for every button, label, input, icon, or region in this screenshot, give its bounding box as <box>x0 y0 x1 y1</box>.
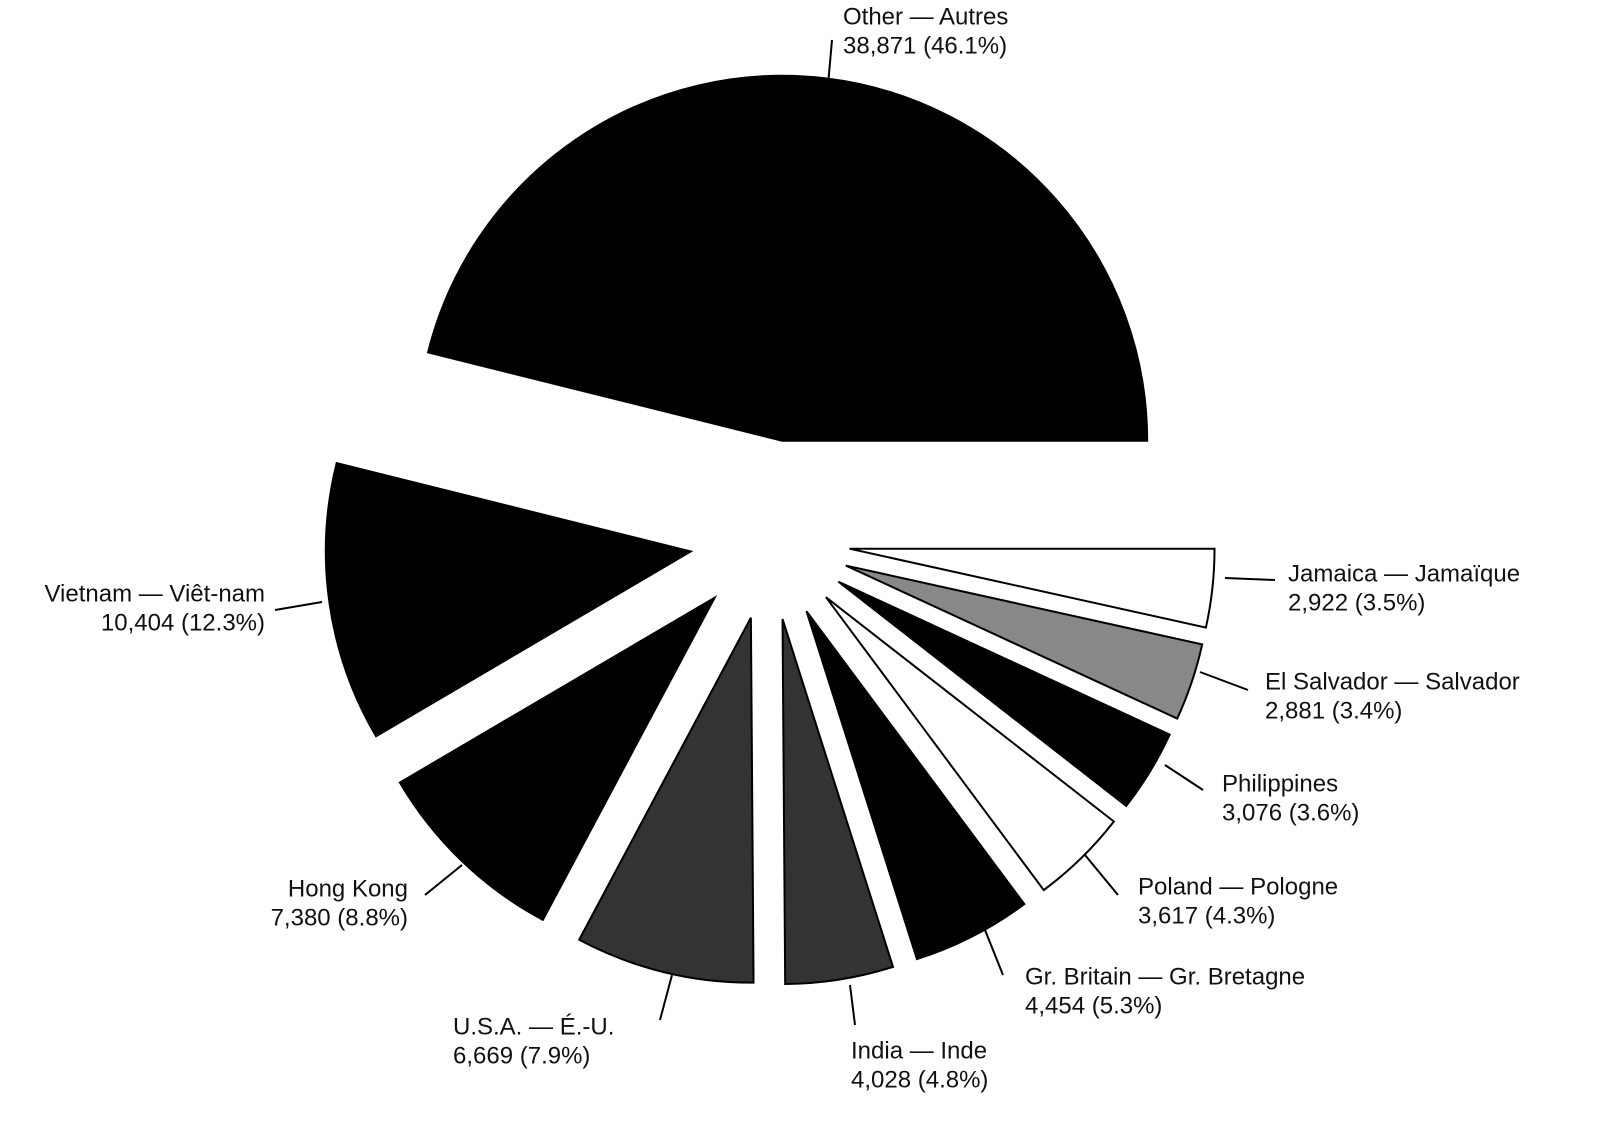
slice-label: U.S.A. — É.-U. <box>453 1013 614 1040</box>
leader-line <box>1224 577 1276 581</box>
pie-slice <box>398 595 718 922</box>
value-label: 7,380 (8.8%) <box>271 904 408 931</box>
value-label: 38,871 (46.1%) <box>843 32 1007 59</box>
slice-label: Vietnam — Viêt-nam <box>44 580 265 607</box>
slice-label: Hong Kong <box>288 875 408 902</box>
leader-line <box>1199 671 1249 691</box>
value-label: 4,454 (5.3%) <box>1025 992 1162 1019</box>
slice-label: Jamaica — Jamaïque <box>1288 560 1520 587</box>
pie-slice <box>324 461 694 738</box>
pie-slice <box>837 580 1172 808</box>
leader-line <box>827 39 833 86</box>
slice-label: Gr. Britain — Gr. Bretagne <box>1025 963 1305 990</box>
pie-slice <box>849 547 1216 629</box>
pie-slice <box>426 74 1149 442</box>
value-label: 6,669 (7.9%) <box>453 1042 590 1069</box>
slice-label: India — Inde <box>851 1037 987 1064</box>
pie-slice <box>825 596 1116 892</box>
value-label: 2,922 (3.5%) <box>1288 589 1425 616</box>
leader-line <box>659 974 673 1021</box>
slice-label: Philippines <box>1222 770 1338 797</box>
pie-slice <box>845 564 1204 720</box>
pie-slice <box>805 610 1026 961</box>
pie-slice <box>781 618 895 986</box>
value-label: 4,028 (4.8%) <box>851 1066 988 1093</box>
value-label: 2,881 (3.4%) <box>1265 697 1402 724</box>
pie-slice <box>577 617 755 984</box>
leader-line <box>424 864 463 896</box>
leader-line <box>1164 764 1204 791</box>
value-label: 3,076 (3.6%) <box>1222 799 1359 826</box>
value-label: 10,404 (12.3%) <box>101 609 265 636</box>
leader-line <box>984 929 1004 976</box>
leader-line <box>849 984 856 1026</box>
slice-label: El Salvador — Salvador <box>1265 668 1520 695</box>
slice-label: Other — Autres <box>843 3 1008 30</box>
leader-line <box>1084 854 1119 896</box>
value-label: 3,617 (4.3%) <box>1138 902 1275 929</box>
leader-line <box>274 601 323 611</box>
slice-label: Poland — Pologne <box>1138 873 1338 900</box>
